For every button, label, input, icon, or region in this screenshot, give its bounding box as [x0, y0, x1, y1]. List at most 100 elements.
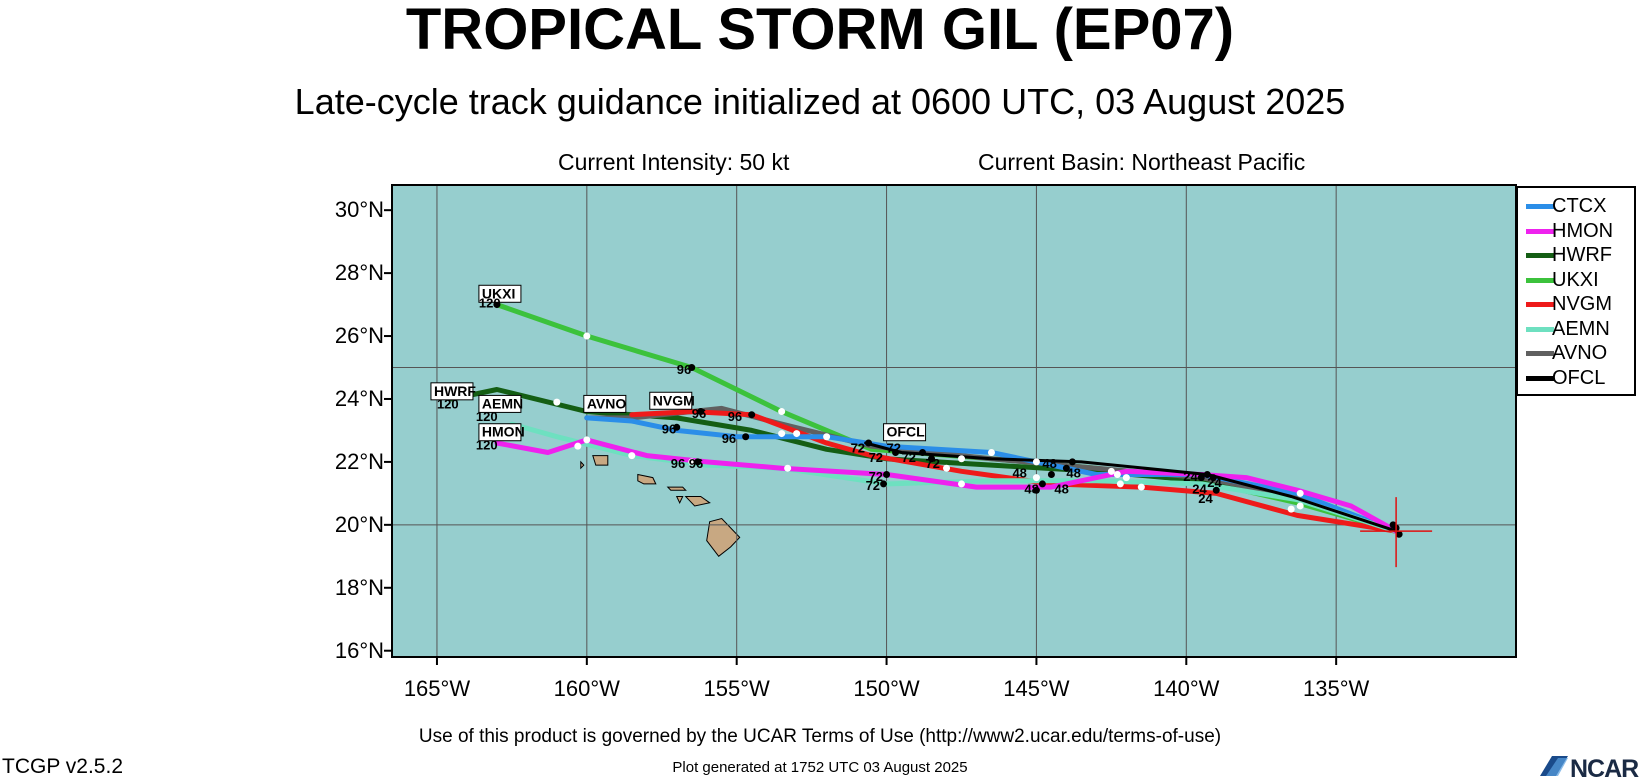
- map-label: 96: [671, 456, 685, 471]
- forecast-dot-white: [778, 430, 786, 438]
- map-label: 96: [692, 406, 706, 421]
- lat-tick-label: 24°N: [334, 385, 384, 411]
- legend-item-avno: AVNO: [1524, 341, 1636, 365]
- forecast-dot-black: [742, 433, 750, 441]
- map-label: 24: [1192, 481, 1207, 496]
- lat-tick-label: 22°N: [334, 448, 384, 474]
- forecast-dots: [493, 301, 1403, 538]
- legend-swatch: [1526, 351, 1554, 356]
- ncar-logo-text: NCAR: [1570, 755, 1639, 783]
- forecast-dot-white: [987, 448, 995, 456]
- forecast-dot-black: [880, 480, 888, 488]
- map-label: 72: [851, 440, 865, 455]
- model-tracks: [449, 302, 1399, 534]
- legend-label: UKXI: [1552, 268, 1599, 291]
- map-label: 24: [1198, 491, 1213, 506]
- map-label-box: [430, 382, 474, 401]
- map-label: 72: [902, 450, 916, 465]
- map-label: 120: [479, 296, 501, 311]
- forecast-dot-white: [688, 458, 696, 466]
- forecast-dot-white: [778, 408, 786, 416]
- forecast-dot-white: [583, 332, 591, 340]
- land-maui: [684, 496, 711, 507]
- forecast-dot-white: [823, 433, 831, 441]
- page-subtitle: Late-cycle track guidance initialized at…: [294, 81, 1346, 122]
- lon-tick-label: 160°W: [553, 676, 620, 701]
- storm-position-marker: [1360, 497, 1433, 568]
- forecast-dot-black: [1062, 464, 1070, 472]
- map-label-box: [478, 394, 522, 413]
- legend-item-ukxi: UKXI: [1524, 268, 1636, 292]
- forecast-dot-white: [628, 452, 636, 460]
- lat-tick-label: 28°N: [334, 260, 384, 286]
- lon-tick-label: 140°W: [1153, 676, 1220, 701]
- map-label: 96: [689, 456, 703, 471]
- map-label-box: [583, 394, 627, 413]
- forecast-dot-white: [583, 436, 591, 444]
- legend-swatch: [1526, 204, 1554, 209]
- legend-swatch: [1526, 302, 1554, 307]
- map-label: 48: [1012, 466, 1026, 481]
- legend-label: CTCX: [1552, 195, 1607, 217]
- legend-swatch: [1526, 253, 1554, 258]
- version-text: TCGP v2.5.2: [2, 755, 123, 778]
- page-title: TROPICAL STORM GIL (EP07): [405, 0, 1235, 62]
- map-label: 48: [1042, 456, 1056, 471]
- forecast-dot-black: [697, 408, 705, 416]
- lat-tick-label: 16°N: [334, 637, 384, 663]
- forecast-dot-white: [1107, 467, 1115, 475]
- forecast-dot-black: [1389, 521, 1397, 529]
- forecast-dot-black: [688, 364, 696, 372]
- forecast-dot-white: [793, 430, 801, 438]
- legend-item-ofcl: OFCL: [1524, 366, 1636, 390]
- ncar-logo: NCAR: [1538, 752, 1640, 783]
- forecast-dot-black: [748, 411, 756, 419]
- forecast-dot-black: [1395, 530, 1403, 538]
- forecast-dot-white: [1113, 470, 1121, 478]
- legend-label: AVNO: [1552, 342, 1608, 364]
- legend-swatch: [1526, 375, 1554, 381]
- lon-tick-label: 135°W: [1303, 676, 1370, 701]
- forecast-dot-white: [943, 464, 951, 472]
- forecast-dot-black: [928, 455, 936, 463]
- map-label: 72: [866, 478, 880, 493]
- land-oahu: [637, 473, 657, 485]
- legend-label: HWRF: [1552, 244, 1612, 266]
- forecast-dot-white: [1287, 505, 1295, 513]
- forecast-dot-white: [957, 455, 965, 463]
- legend-item-aemn: AEMN: [1524, 317, 1636, 341]
- forecast-dot-black: [1038, 480, 1046, 488]
- map-label: 120: [437, 396, 459, 411]
- lon-tick-label: 155°W: [703, 676, 770, 701]
- legend-label: OFCL: [1552, 366, 1606, 389]
- forecast-dot-black: [1212, 486, 1220, 494]
- generated-time-text: Plot generated at 1752 UTC 03 August 202…: [672, 759, 968, 776]
- map-label: OFCL: [887, 424, 926, 440]
- forecast-dot-black: [865, 439, 873, 447]
- forecast-dot-black: [694, 458, 702, 466]
- legend-item-ctcx: CTCX: [1524, 194, 1636, 218]
- current-intensity-text: Current Intensity: 50 kt: [558, 149, 790, 175]
- legend-swatch: [1526, 228, 1554, 234]
- map-label: 96: [722, 431, 736, 446]
- map-label-box: [478, 284, 522, 303]
- lat-tick-label: 30°N: [334, 197, 384, 223]
- map-label: HMON: [482, 424, 525, 440]
- track-nvgm: [629, 409, 1399, 534]
- forecast-dot-black: [1047, 470, 1055, 478]
- legend-swatch: [1526, 277, 1554, 283]
- forecast-dot-black: [673, 423, 681, 431]
- map-label: AEMN: [482, 395, 523, 411]
- legend-label: NVGM: [1552, 293, 1612, 315]
- forecast-dot-black: [1203, 470, 1211, 478]
- track-hwrf: [449, 387, 1399, 534]
- map-label: NVGM: [653, 392, 695, 408]
- map-label-box: [883, 423, 927, 442]
- forecast-dot-black: [1032, 486, 1040, 494]
- legend-swatch: [1526, 326, 1554, 332]
- legend-item-nvgm: NVGM: [1524, 292, 1636, 316]
- ncar-logo-icon: [1540, 756, 1568, 776]
- map-label: HWRF: [434, 383, 476, 399]
